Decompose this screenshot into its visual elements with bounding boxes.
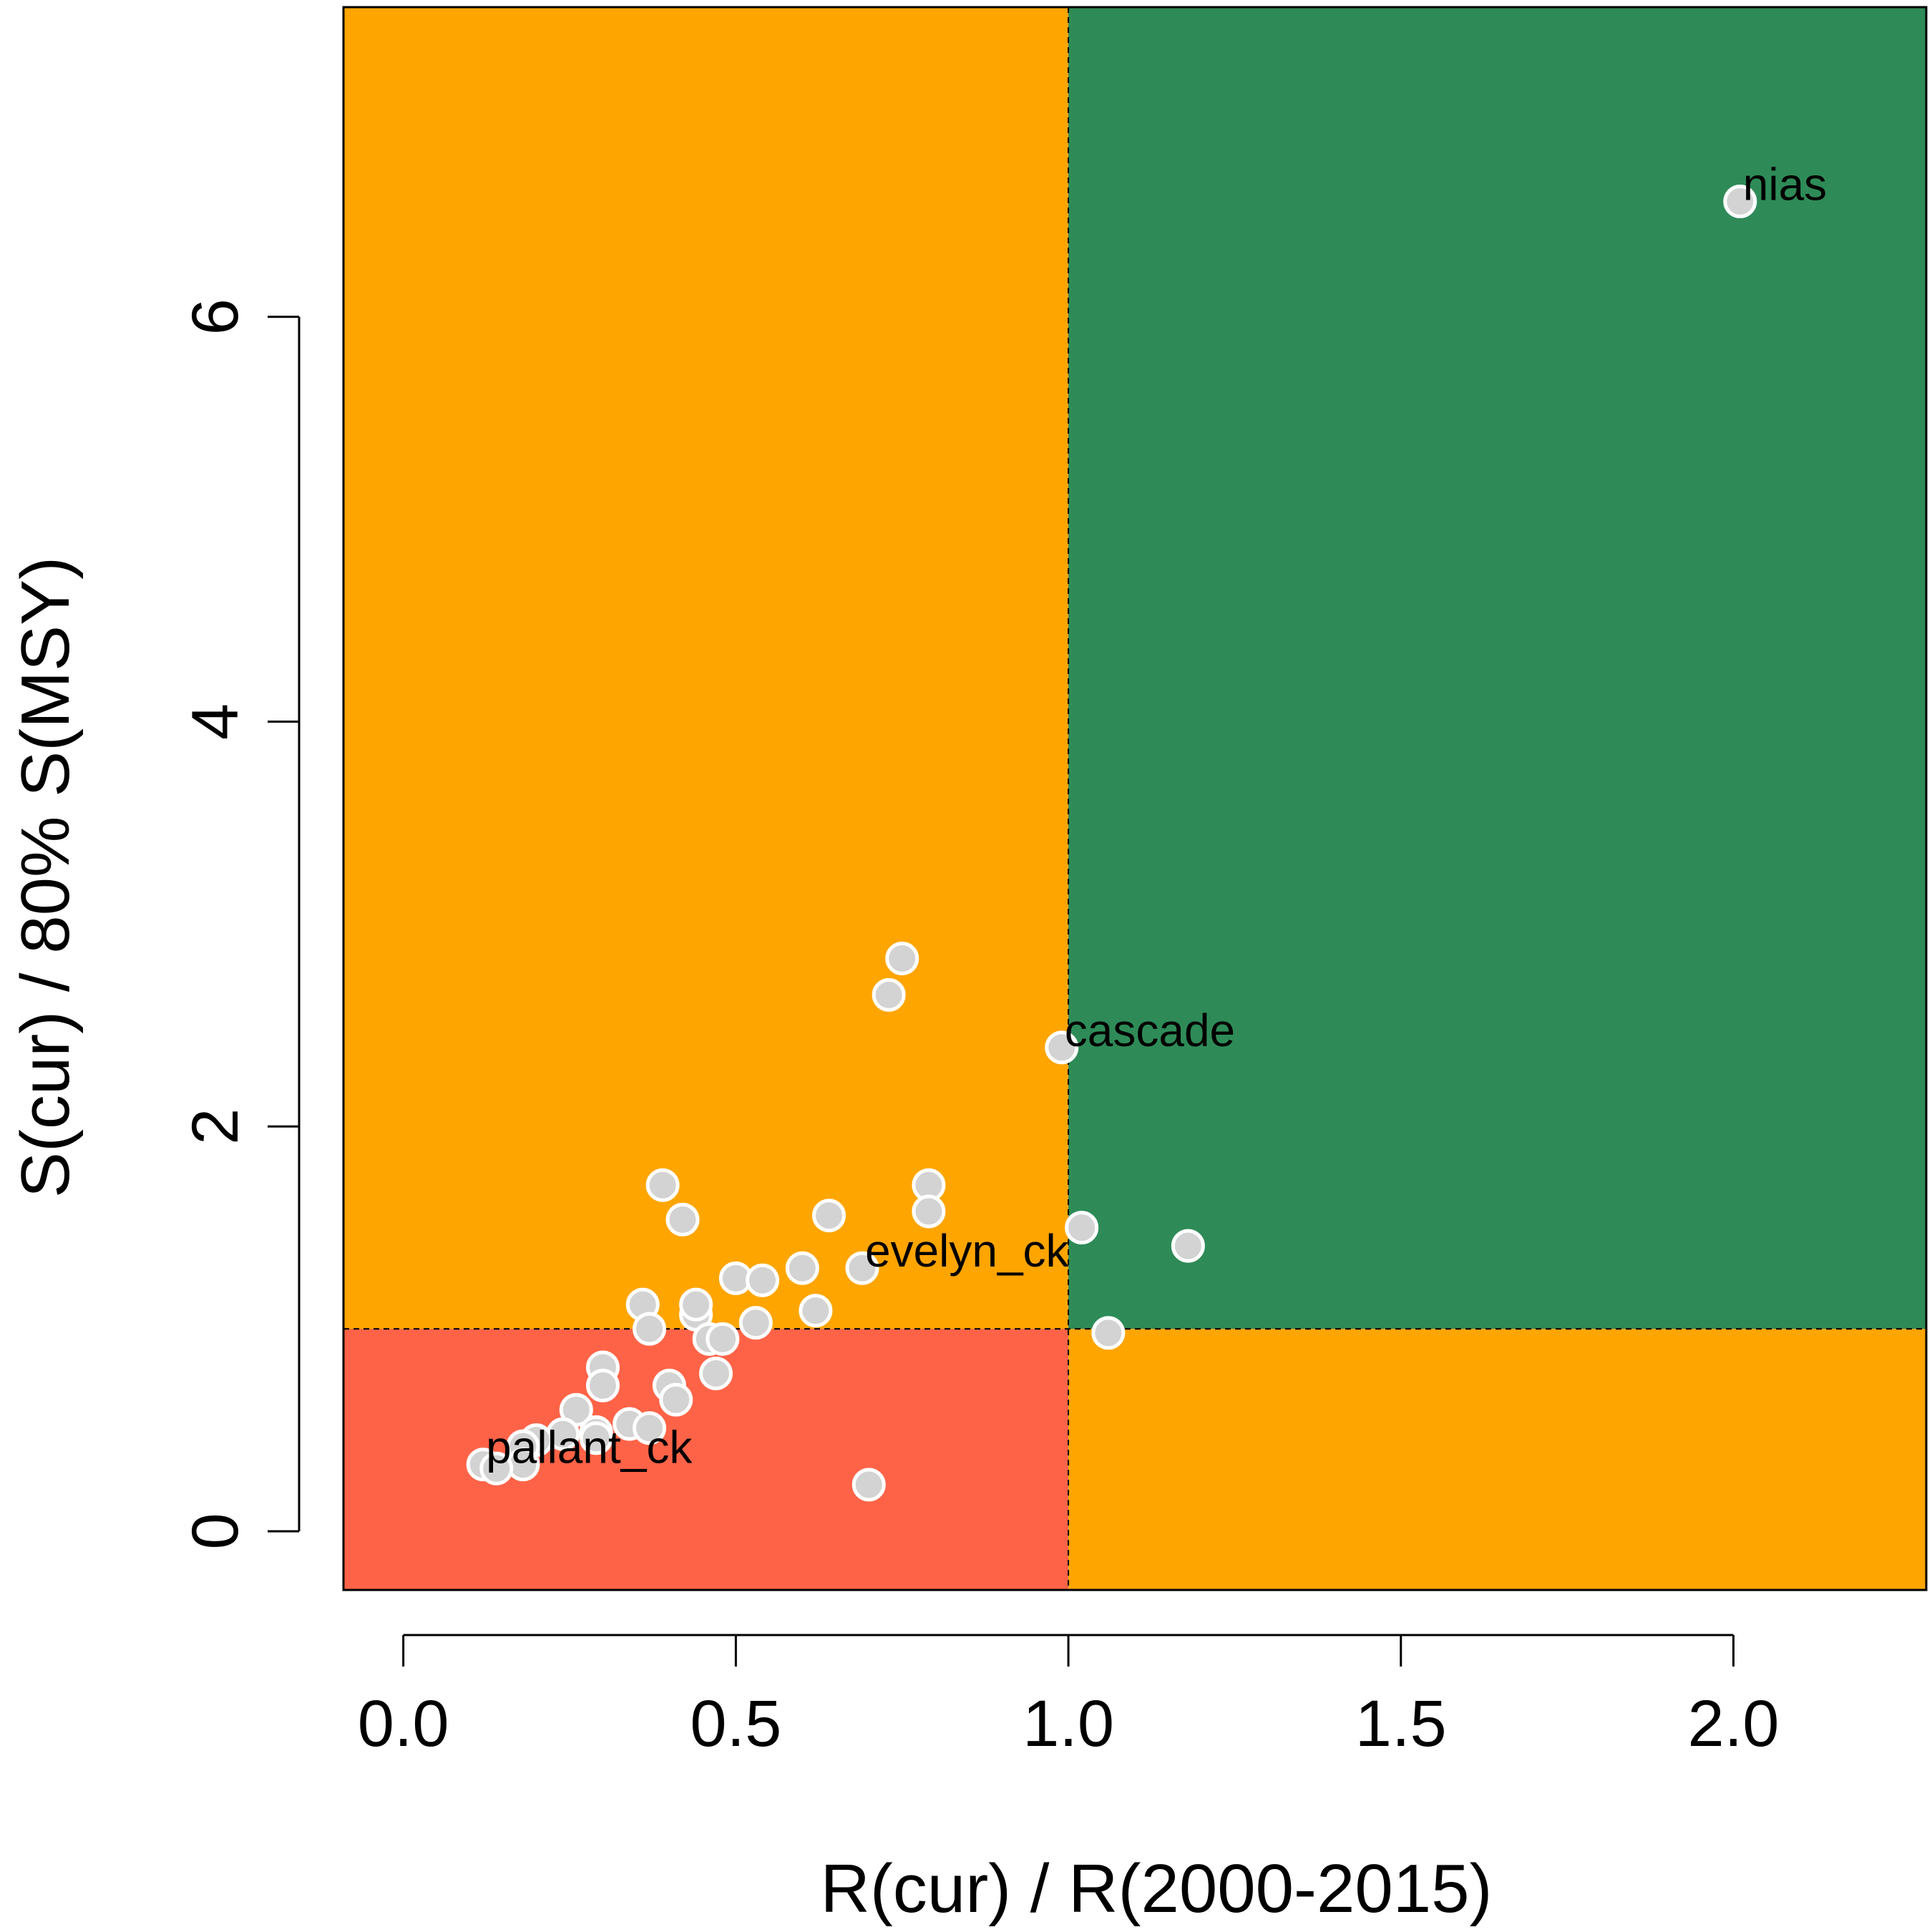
- data-point: [746, 1263, 780, 1297]
- x-axis-title: R(cur) / R(2000-2015): [821, 1850, 1493, 1927]
- data-point: [1045, 1030, 1079, 1065]
- plot-frame: [342, 6, 1928, 1591]
- data-point: [912, 1194, 946, 1229]
- data-point: [706, 1322, 740, 1356]
- point-label: cascade: [1065, 1005, 1235, 1056]
- x-tick-label: 2.0: [1688, 1687, 1780, 1760]
- zone-high-high: [1068, 7, 1926, 1330]
- data-points: [466, 185, 1757, 1502]
- data-point: [1091, 1316, 1126, 1350]
- x-tick-label: 0.0: [358, 1687, 449, 1760]
- data-point: [479, 1451, 514, 1485]
- y-tick-label: 4: [179, 703, 252, 740]
- data-point: [698, 1356, 733, 1390]
- data-point: [679, 1287, 713, 1322]
- data-point: [872, 977, 906, 1012]
- data-point: [659, 1382, 693, 1417]
- data-point: [1065, 1211, 1099, 1245]
- reference-lines: [343, 7, 1926, 1590]
- point-label: pallant_ck: [486, 1422, 693, 1473]
- data-point: [811, 1199, 846, 1233]
- data-point: [845, 1251, 879, 1285]
- data-point: [585, 1368, 620, 1402]
- zone-layer: [343, 7, 1926, 1590]
- data-point: [665, 1202, 700, 1236]
- data-point: [738, 1306, 773, 1340]
- y-axis: 0 2 4 6: [179, 298, 301, 1550]
- point-label: nias: [1743, 159, 1827, 210]
- data-point: [885, 941, 919, 975]
- y-tick-label: 0: [179, 1513, 252, 1549]
- zone-low-high: [343, 7, 1069, 1330]
- y-tick-label: 2: [179, 1108, 252, 1145]
- x-axis: 0.0 0.5 1.0 1.5 2.0: [358, 1634, 1780, 1760]
- x-tick-label: 1.5: [1355, 1687, 1447, 1760]
- data-point: [1171, 1229, 1205, 1263]
- point-labels: nias cascade evelyn_ck pallant_ck: [486, 159, 1827, 1473]
- point-label: evelyn_ck: [865, 1225, 1070, 1277]
- y-tick-label: 6: [179, 298, 252, 335]
- y-axis-title: S(cur) / 80% S(MSY): [7, 557, 84, 1198]
- data-point: [1723, 185, 1757, 219]
- data-point: [852, 1468, 886, 1502]
- zone-high-low: [1068, 1329, 1926, 1590]
- data-point: [579, 1421, 613, 1455]
- x-tick-label: 0.5: [690, 1687, 781, 1760]
- data-point: [785, 1251, 819, 1285]
- x-tick-label: 1.0: [1023, 1687, 1114, 1760]
- data-point: [645, 1168, 680, 1202]
- data-point: [633, 1312, 667, 1346]
- data-point: [633, 1411, 667, 1445]
- data-point: [799, 1294, 833, 1328]
